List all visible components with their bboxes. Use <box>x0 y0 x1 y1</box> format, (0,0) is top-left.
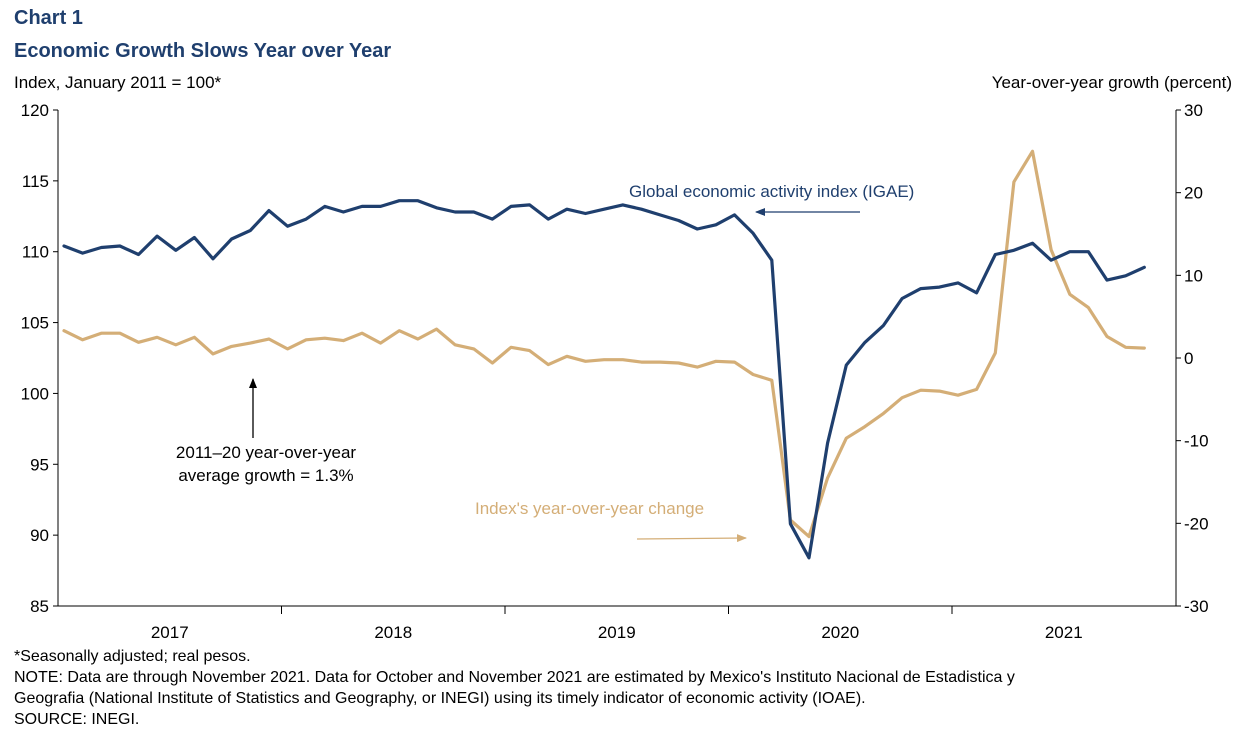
footnotes: *Seasonally adjusted; real pesos. NOTE: … <box>14 646 1234 730</box>
footnote-note-line1: NOTE: Data are through November 2021. Da… <box>14 669 1015 686</box>
x-tick-label: 2020 <box>821 623 859 640</box>
index-series-label: Global economic activity index (IGAE) <box>629 182 914 201</box>
x-tick-label: 2019 <box>598 623 636 640</box>
chart-area: 85 90 95 100 105 110 115 120 -30 -20 -10 0 10 20 30 201… <box>21 101 1209 640</box>
chart-label: Chart 1 <box>14 7 83 29</box>
yoy-label-arrow <box>636 534 747 543</box>
footnote-note-line2: Geografia (National Institute of Statist… <box>14 690 866 707</box>
right-tick-label: 10 <box>1184 266 1203 285</box>
x-tick-label: 2017 <box>151 623 189 640</box>
left-tick-label: 105 <box>21 314 49 333</box>
x-tick-label: 2021 <box>1045 623 1083 640</box>
left-tick-label: 120 <box>21 101 49 120</box>
left-tick-label: 90 <box>30 526 49 545</box>
left-tick-label: 85 <box>30 597 49 616</box>
average-growth-label-line2: average growth = 1.3% <box>178 466 353 485</box>
right-tick-label: -10 <box>1184 432 1209 451</box>
chart-title: Economic Growth Slows Year over Year <box>14 40 392 62</box>
left-tick-label: 110 <box>22 243 49 262</box>
average-growth-label-line1: 2011–20 year-over-year <box>176 443 357 462</box>
footnote-source: SOURCE: INEGI. <box>14 711 140 728</box>
left-tick-label: 95 <box>30 455 49 474</box>
x-tick-label: 2018 <box>374 623 412 640</box>
right-axis-title: Year-over-year growth (percent) <box>991 73 1232 92</box>
right-tick-label: -30 <box>1184 597 1209 616</box>
right-tick-label: 20 <box>1184 184 1203 203</box>
yoy-series-label: Index's year-over-year change <box>475 499 704 518</box>
left-tick-label: 115 <box>22 172 49 191</box>
left-tick-label: 100 <box>21 384 49 403</box>
footnote-seasonal: *Seasonally adjusted; real pesos. <box>14 648 251 665</box>
left-axis-title: Index, January 2011 = 100* <box>14 73 222 92</box>
yoy-change-line <box>62 149 1146 539</box>
right-tick-label: 0 <box>1184 349 1193 368</box>
right-tick-label: -20 <box>1184 514 1209 533</box>
right-tick-label: 30 <box>1184 101 1203 120</box>
igae-index-line <box>62 199 1146 560</box>
